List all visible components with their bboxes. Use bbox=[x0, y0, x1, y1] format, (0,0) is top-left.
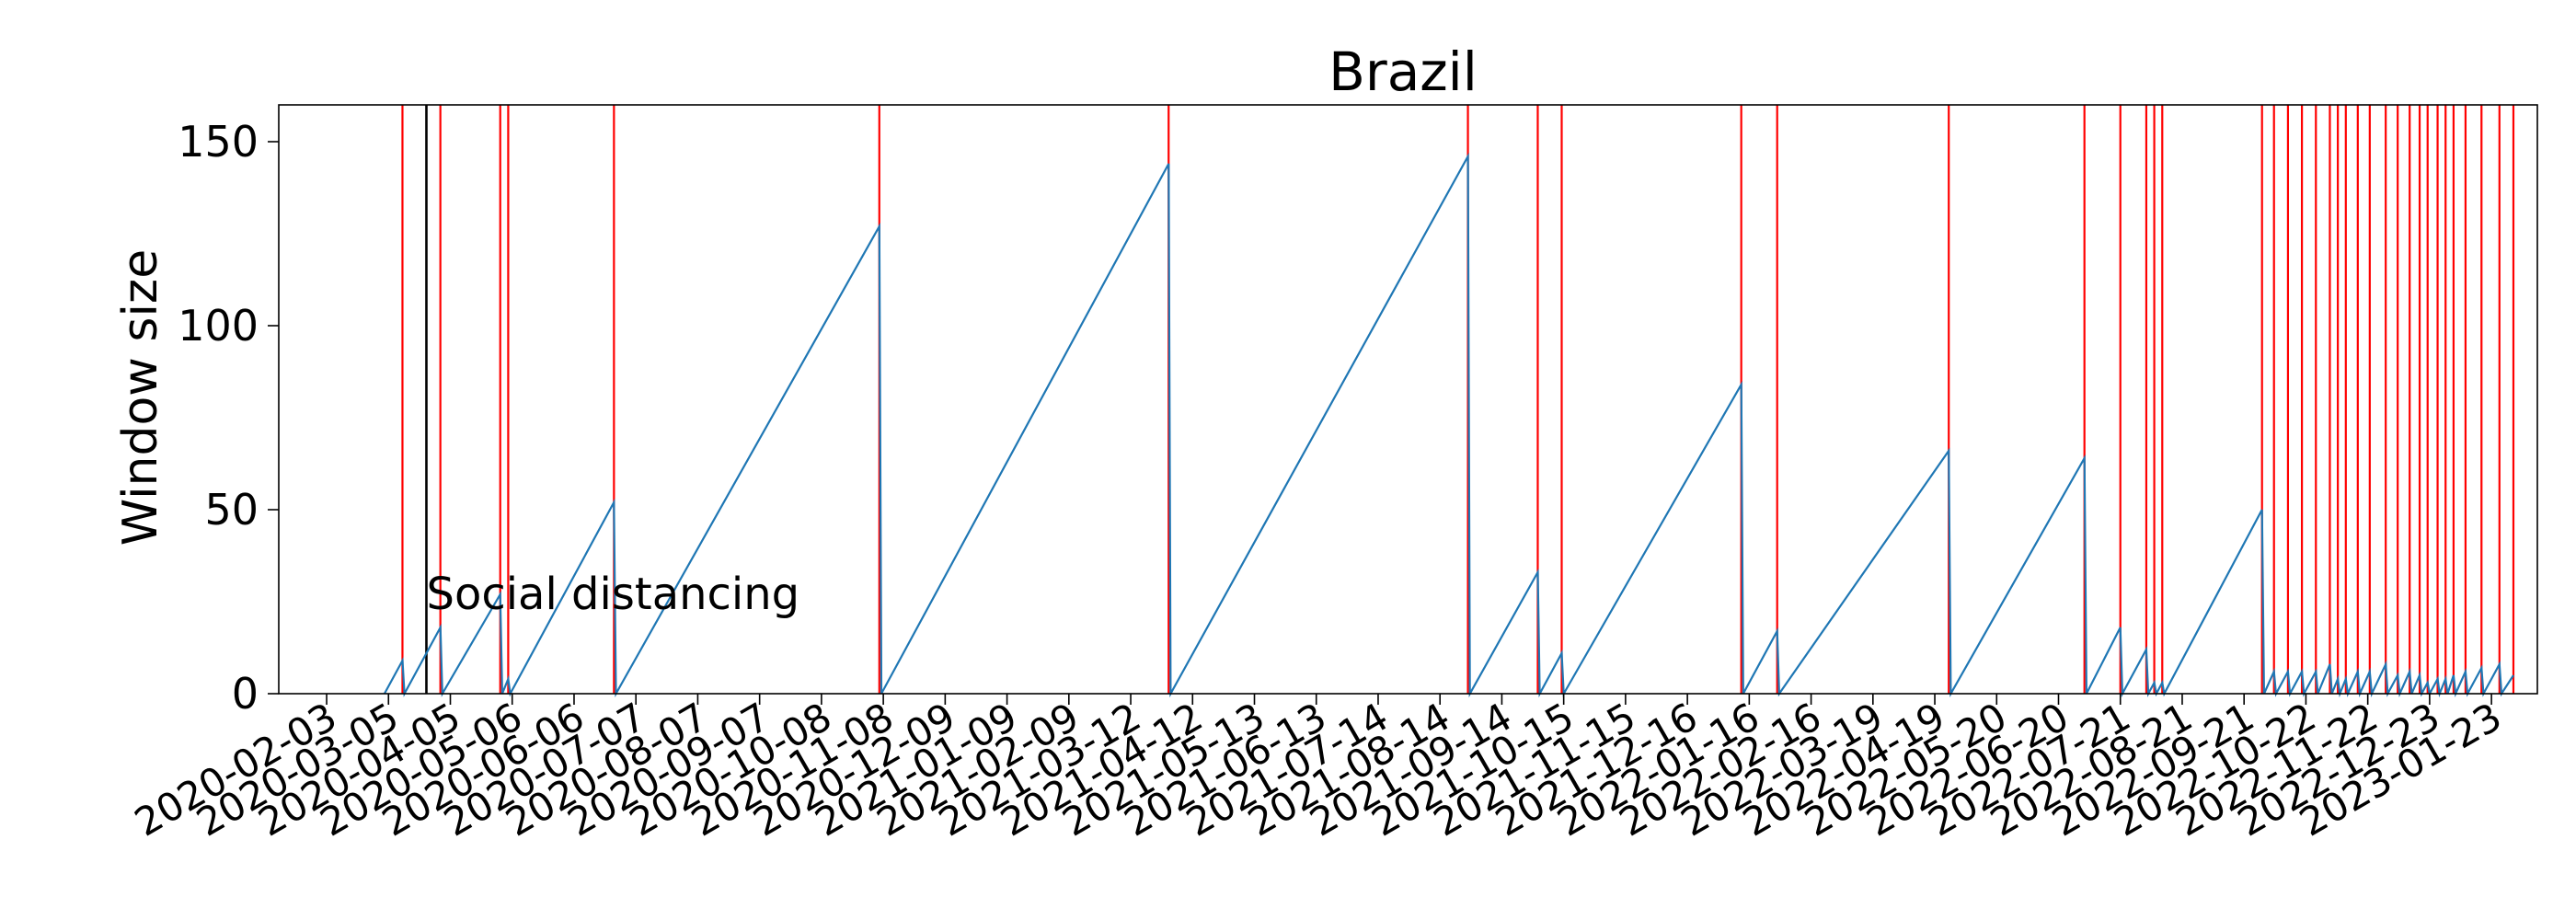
chart-title: Brazil bbox=[1328, 40, 1478, 103]
y-axis: 0 50 100 150 bbox=[178, 117, 279, 719]
series-group bbox=[383, 152, 2514, 698]
change-point-lines bbox=[401, 105, 2515, 694]
y-tick-label-150: 150 bbox=[178, 117, 259, 167]
plot-area: Social distancing bbox=[383, 105, 2515, 698]
y-axis-label: Window size bbox=[113, 249, 168, 546]
annotation-social-distancing: Social distancing bbox=[426, 569, 799, 620]
plot-frame bbox=[278, 104, 2538, 695]
y-tick-label-0: 0 bbox=[232, 669, 259, 719]
x-axis: 2020-02-032020-03-052020-04-052020-05-06… bbox=[127, 694, 2509, 845]
series-line-0 bbox=[383, 152, 2514, 698]
y-tick-label-100: 100 bbox=[178, 301, 259, 351]
y-tick-label-50: 50 bbox=[204, 485, 259, 535]
